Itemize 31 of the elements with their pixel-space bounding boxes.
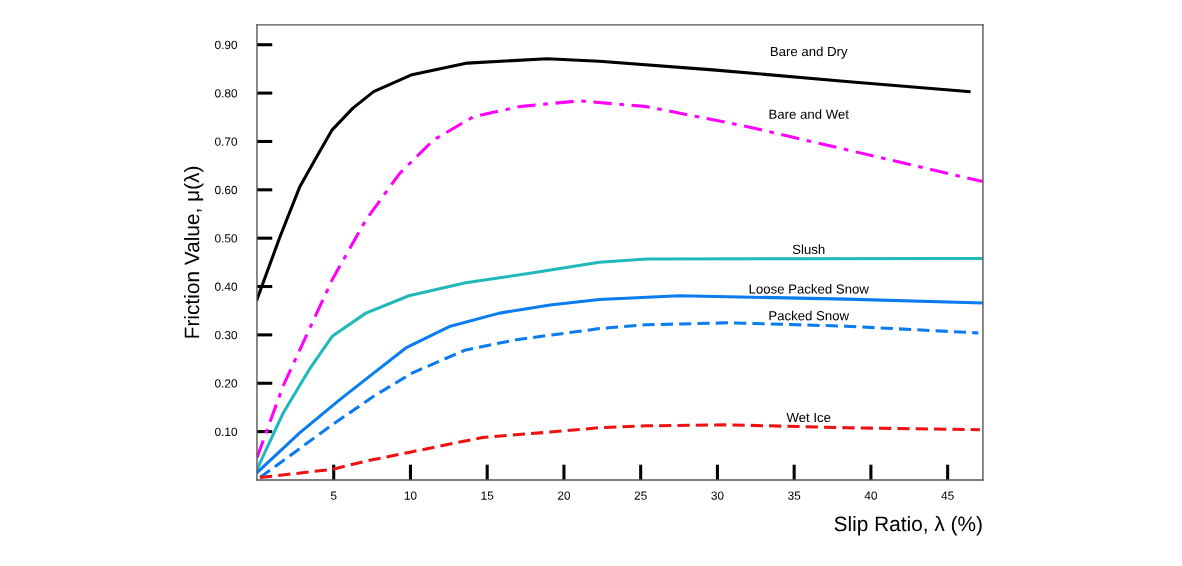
series-label: Loose Packed Snow	[749, 283, 869, 294]
x-tick-label: 30	[711, 491, 724, 500]
x-tick-label: 10	[404, 491, 417, 500]
x-tick-label: 25	[634, 491, 647, 500]
y-tick-label: 0.90	[215, 40, 238, 50]
series-label: Bare and Dry	[770, 46, 848, 59]
y-tick-label: 0.20	[215, 379, 238, 388]
y-tick-label: 0.70	[215, 137, 238, 146]
line-series	[256, 57, 971, 302]
series-label: Wet Ice	[786, 412, 831, 423]
y-tick-label: 0.40	[215, 282, 238, 291]
x-axis-title: Slip Ratio, λ (%)	[834, 515, 982, 536]
x-tick-label: 15	[481, 491, 494, 500]
series-label: Bare and Wet	[769, 109, 849, 119]
x-tick-label: 45	[941, 491, 954, 500]
y-tick-label: 0.30	[215, 330, 238, 340]
line-series	[256, 99, 983, 460]
line-series	[256, 294, 983, 475]
y-axis-title: Friction Value, μ(λ)	[184, 166, 204, 338]
series-label: Packed Snow	[769, 310, 850, 321]
line-series	[256, 256, 983, 471]
y-tick-label: 0.50	[215, 234, 238, 243]
y-tick-label: 0.80	[215, 89, 238, 98]
x-tick-label: 20	[557, 491, 571, 500]
x-tick-label: 35	[788, 491, 801, 500]
y-tick-label: 0.60	[215, 185, 238, 195]
y-tick-label: 0.10	[215, 427, 238, 436]
x-tick-label: 5	[330, 491, 337, 500]
series-label: Slush	[792, 244, 825, 255]
x-tick-label: 40	[864, 491, 878, 500]
line-series	[258, 321, 980, 480]
